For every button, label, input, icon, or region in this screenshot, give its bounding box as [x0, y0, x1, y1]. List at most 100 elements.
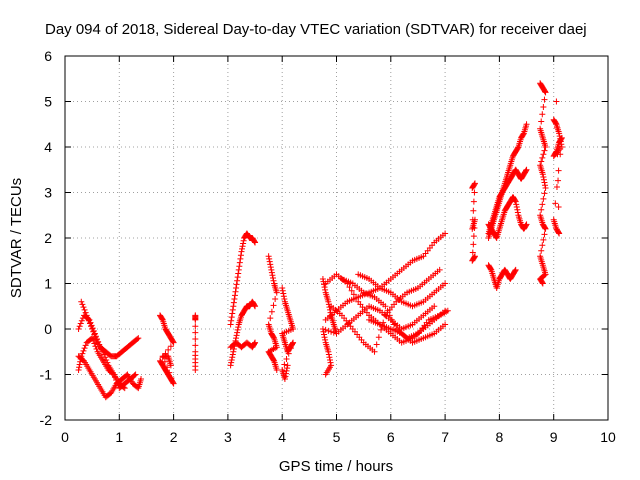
- y-axis-label: SDTVAR / TECUs: [8, 178, 25, 298]
- data-point-interp: [513, 204, 520, 211]
- data-point-interp: [270, 302, 277, 309]
- data-point-interp: [229, 354, 236, 361]
- data-point-interp: [270, 277, 277, 284]
- data-point-interp: [86, 320, 93, 327]
- data-point-interp: [555, 167, 562, 174]
- data-point-interp: [236, 259, 243, 266]
- data-point: [442, 321, 449, 328]
- data-point-interp: [470, 241, 477, 248]
- data-points: [75, 80, 565, 401]
- data-point-interp: [558, 135, 565, 142]
- data-point: [279, 285, 286, 292]
- data-point-interp: [470, 207, 477, 214]
- data-point-interp: [229, 351, 236, 358]
- data-point-interp: [267, 315, 274, 322]
- data-point-interp: [233, 332, 240, 339]
- plot-frame: [64, 55, 609, 421]
- data-point-interp: [348, 287, 355, 294]
- data-point: [265, 253, 272, 260]
- data-point: [192, 316, 199, 323]
- data-point: [192, 366, 199, 373]
- data-point-interp: [514, 209, 521, 216]
- data-point-interp: [541, 147, 548, 154]
- series-pass-8: [227, 230, 259, 328]
- series-pass-2: [75, 353, 145, 401]
- data-point-interp: [272, 295, 279, 302]
- data-point-interp: [232, 288, 239, 295]
- data-point-interp: [266, 258, 273, 265]
- data-point-interp: [80, 347, 87, 354]
- data-point: [273, 366, 280, 373]
- data-point: [138, 376, 145, 383]
- data-point-interp: [281, 295, 288, 302]
- x-tick-label: 2: [170, 429, 178, 445]
- data-point-interp: [538, 118, 545, 125]
- x-axis-label: GPS time / hours: [279, 458, 393, 475]
- x-tick-label: 7: [441, 429, 449, 445]
- data-point: [89, 335, 96, 342]
- series-pass-24: [485, 262, 519, 292]
- data-point-interp: [321, 334, 328, 341]
- data-point-interp: [539, 242, 546, 249]
- data-point-interp: [192, 329, 199, 336]
- data-point-interp: [76, 364, 83, 371]
- data-point: [252, 303, 259, 310]
- series-pass-11: [279, 285, 297, 383]
- data-point: [75, 366, 82, 373]
- data-point-interp: [79, 350, 86, 357]
- data-point: [100, 348, 107, 355]
- data-point-interp: [228, 314, 235, 321]
- data-point: [371, 348, 378, 355]
- data-point-interp: [346, 284, 353, 291]
- x-tick-label: 9: [550, 429, 558, 445]
- data-point-interp: [90, 337, 97, 344]
- x-tick-label: 0: [61, 429, 69, 445]
- series-pass-23: [485, 194, 530, 241]
- y-tick-label: -1: [40, 367, 53, 383]
- data-point-interp: [88, 323, 95, 330]
- data-point-interp: [471, 254, 478, 261]
- data-point: [523, 166, 530, 173]
- data-point-interp: [523, 222, 530, 229]
- data-point-interp: [101, 351, 108, 358]
- y-tick-label: 2: [44, 230, 52, 246]
- data-point: [319, 275, 326, 282]
- data-point-interp: [159, 315, 166, 322]
- data-point-interp: [552, 200, 559, 207]
- data-point-interp: [268, 308, 275, 315]
- data-point-interp: [330, 329, 337, 336]
- data-point: [512, 198, 519, 205]
- data-point-interp: [538, 158, 545, 165]
- data-point: [233, 285, 240, 292]
- data-point: [556, 230, 563, 237]
- data-point: [230, 303, 237, 310]
- data-point: [252, 239, 259, 246]
- data-point-interp: [325, 351, 332, 358]
- data-point-interp: [192, 323, 199, 330]
- data-point-interp: [269, 275, 276, 282]
- data-point-interp: [325, 327, 332, 334]
- data-point-interp: [280, 293, 287, 300]
- data-point: [325, 348, 332, 355]
- data-point-interp: [93, 336, 100, 343]
- data-point-interp: [514, 206, 521, 213]
- data-point-interp: [322, 336, 329, 343]
- data-point-interp: [82, 342, 89, 349]
- data-point-interp: [523, 167, 530, 174]
- data-point: [78, 353, 85, 360]
- data-point-interp: [283, 356, 290, 363]
- data-point-interp: [269, 272, 276, 279]
- data-point-interp: [234, 329, 241, 336]
- data-point-interp: [228, 359, 235, 366]
- data-point-interp: [192, 342, 199, 349]
- data-point-interp: [84, 315, 91, 322]
- data-point-interp: [470, 233, 477, 240]
- series-pass-1: [75, 312, 142, 360]
- data-point-interp: [283, 370, 290, 377]
- data-point-interp: [91, 331, 98, 338]
- data-point-interp: [170, 338, 177, 345]
- data-point-interp: [391, 321, 398, 328]
- data-point-interp: [321, 331, 328, 338]
- data-point: [542, 89, 549, 96]
- data-point-interp: [251, 340, 258, 347]
